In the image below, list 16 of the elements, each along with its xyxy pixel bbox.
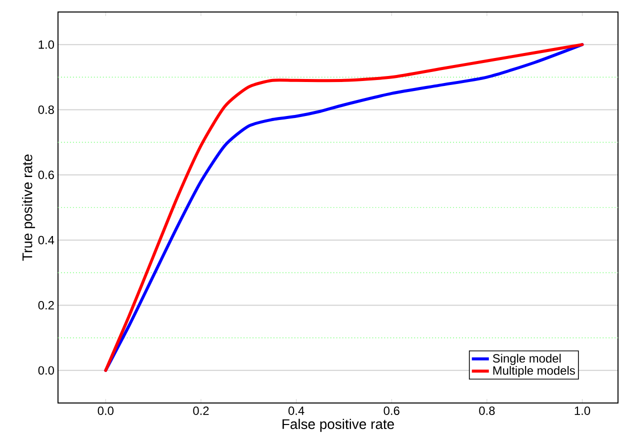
x-tick-label: 0.2 [193, 406, 209, 415]
x-tick-label: 0.6 [384, 406, 400, 415]
y-tick-label: 0.2 [38, 301, 54, 310]
legend-label: Single model [492, 354, 561, 365]
y-tick-label: 0.8 [38, 106, 54, 114]
x-axis-title: False positive rate [282, 418, 394, 432]
y-tick-label: 0.6 [38, 170, 54, 180]
y-tick-label: 1.0 [38, 40, 54, 49]
x-tick-label: 0.4 [288, 406, 304, 415]
legend-label: Multiple models [493, 366, 575, 378]
x-tick-label: 1.0 [574, 406, 590, 415]
x-tick-label: 0.8 [479, 406, 495, 415]
x-tick-label: 0.0 [98, 406, 114, 415]
y-axis-title: True positive rate [22, 154, 36, 261]
y-tick-label: 0.0 [38, 366, 54, 375]
y-tick-label: 0.4 [38, 236, 54, 244]
